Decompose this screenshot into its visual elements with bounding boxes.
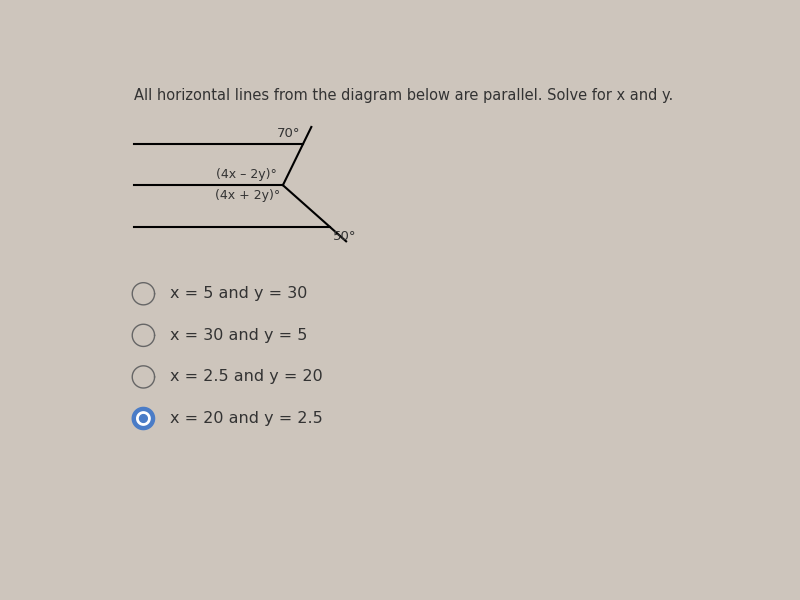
Text: x = 5 and y = 30: x = 5 and y = 30 [170,286,307,301]
Text: x = 2.5 and y = 20: x = 2.5 and y = 20 [170,370,323,385]
Text: (4x + 2y)°: (4x + 2y)° [214,189,280,202]
Text: All horizontal lines from the diagram below are parallel. Solve for x and y.: All horizontal lines from the diagram be… [134,88,674,103]
Polygon shape [132,407,154,430]
Polygon shape [139,415,147,422]
Polygon shape [137,412,150,425]
Text: x = 30 and y = 5: x = 30 and y = 5 [170,328,307,343]
Text: (4x – 2y)°: (4x – 2y)° [216,169,277,181]
Text: x = 20 and y = 2.5: x = 20 and y = 2.5 [170,411,323,426]
Text: 50°: 50° [333,230,356,244]
Text: 70°: 70° [277,127,300,140]
